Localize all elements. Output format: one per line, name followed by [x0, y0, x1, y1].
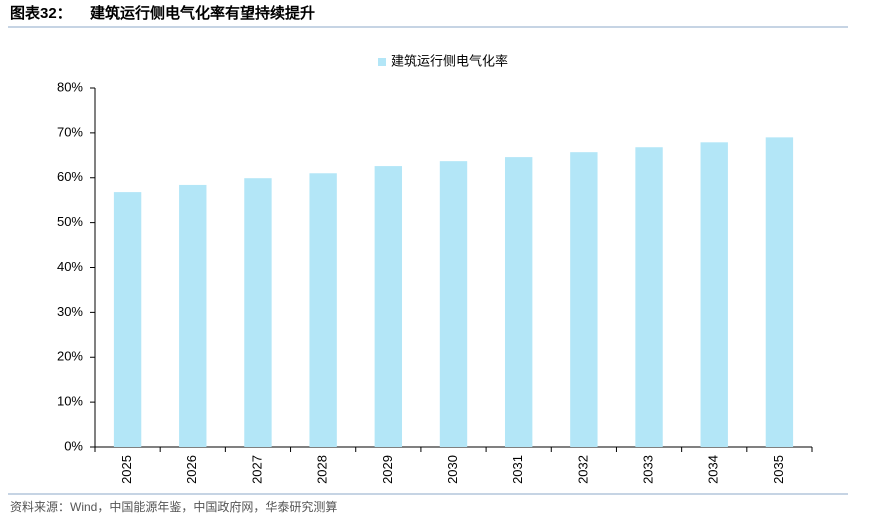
- y-tick-label: 10%: [57, 394, 83, 409]
- y-tick-label: 0%: [64, 438, 83, 453]
- bar: [179, 184, 207, 447]
- y-tick-label: 50%: [57, 214, 83, 229]
- y-tick-label: 20%: [57, 349, 83, 364]
- x-tick-label: 2026: [184, 455, 199, 484]
- x-tick-label: 2028: [315, 455, 330, 484]
- bar: [244, 178, 272, 448]
- x-tick-label: 2031: [510, 455, 525, 484]
- y-tick-label: 40%: [57, 259, 83, 274]
- y-tick-label: 70%: [57, 124, 83, 139]
- figure-label: 图表32：: [10, 4, 72, 22]
- x-tick-label: 2030: [445, 455, 460, 484]
- bar: [374, 166, 403, 447]
- bar: [113, 192, 142, 447]
- x-tick-label: 2033: [640, 455, 655, 484]
- x-tick-label: 2027: [249, 455, 264, 484]
- y-tick-label: 30%: [57, 304, 83, 319]
- bar: [504, 157, 533, 448]
- source-note: 资料来源：Wind，中国能源年鉴，中国政府网，华泰研究测算: [10, 499, 337, 514]
- x-tick-label: 2025: [119, 455, 134, 484]
- x-tick-label: 2034: [706, 455, 721, 484]
- x-tick-label: 2029: [380, 455, 395, 484]
- bar: [439, 161, 468, 448]
- bar: [570, 152, 598, 447]
- bar: [765, 137, 794, 448]
- y-tick-label: 80%: [57, 79, 83, 94]
- chart-title: 建筑运行侧电气化率有望持续提升: [90, 4, 315, 22]
- x-tick-label: 2032: [575, 455, 590, 484]
- x-tick-label: 2035: [771, 455, 786, 484]
- legend-swatch: [378, 58, 386, 66]
- bar: [309, 173, 337, 447]
- bar: [700, 142, 728, 447]
- bar: [635, 147, 663, 448]
- legend-label: 建筑运行侧电气化率: [391, 53, 508, 68]
- y-tick-label: 60%: [57, 169, 83, 184]
